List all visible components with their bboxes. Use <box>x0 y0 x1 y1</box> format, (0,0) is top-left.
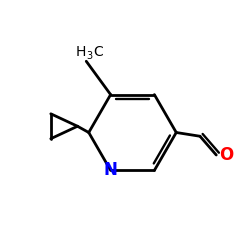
Text: C: C <box>93 45 103 59</box>
Text: 3: 3 <box>87 51 93 61</box>
Text: H: H <box>76 45 86 59</box>
Text: N: N <box>104 162 118 180</box>
Text: O: O <box>219 146 234 164</box>
